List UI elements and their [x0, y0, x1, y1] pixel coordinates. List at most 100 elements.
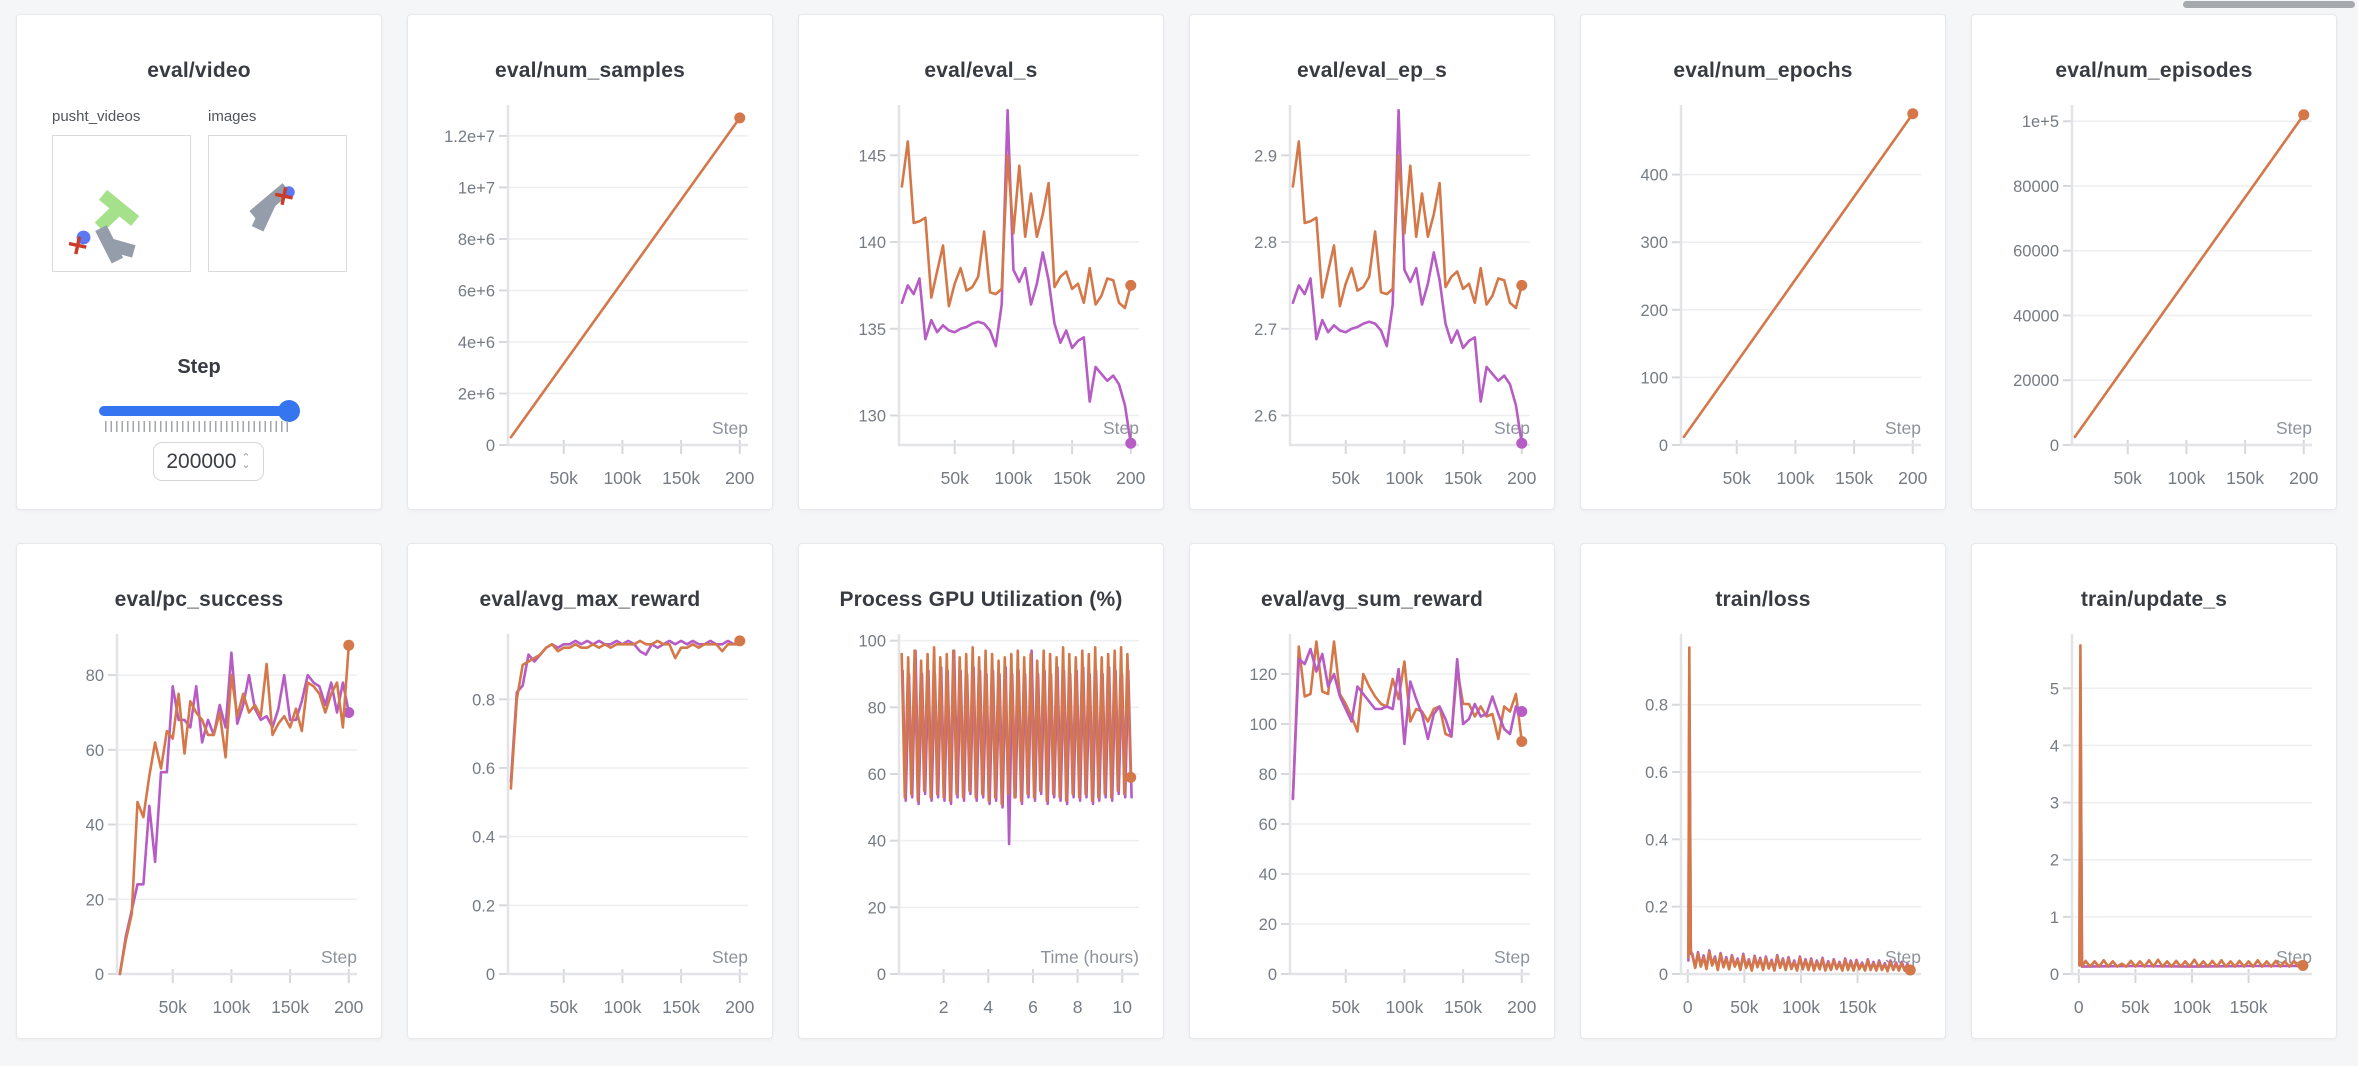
- svg-text:200: 200: [2289, 468, 2318, 488]
- svg-text:50k: 50k: [941, 468, 969, 488]
- svg-text:2.8: 2.8: [1254, 234, 1277, 252]
- svg-text:8: 8: [1073, 997, 1083, 1017]
- svg-text:100k: 100k: [1776, 468, 1814, 488]
- svg-text:5: 5: [2050, 680, 2059, 698]
- step-slider-thumb[interactable]: [278, 400, 301, 422]
- svg-text:50k: 50k: [2121, 997, 2149, 1017]
- svg-text:0: 0: [1683, 997, 1693, 1017]
- panel-train-update-s: 0 1 2 3 4 5 0 50k 100k 150k Step train/update_s: [1971, 543, 2337, 1039]
- svg-text:100k: 100k: [2167, 468, 2205, 488]
- images-thumbnail[interactable]: [208, 135, 347, 272]
- images-drawing: [249, 183, 295, 232]
- svg-text:1e+5: 1e+5: [2022, 113, 2059, 131]
- svg-text:2e+6: 2e+6: [458, 385, 495, 403]
- svg-text:60: 60: [86, 742, 104, 760]
- svg-text:50k: 50k: [550, 997, 578, 1017]
- chart-title: eval/eval_ep_s: [1297, 59, 1447, 82]
- svg-text:100k: 100k: [1385, 997, 1423, 1017]
- svg-text:2: 2: [2050, 852, 2059, 870]
- chart-title: eval/avg_max_reward: [479, 588, 701, 611]
- chart-plot: 0 20 40 60 80 100 120 50k 100k 150k 200 Step: [1249, 634, 1537, 1017]
- svg-text:Time (hours): Time (hours): [1040, 947, 1139, 967]
- svg-text:20: 20: [86, 891, 104, 909]
- chart-plot: 2.6 2.7 2.8 2.9 50k 100k 150k 200 Step: [1254, 105, 1537, 488]
- svg-text:300: 300: [1640, 234, 1668, 252]
- svg-text:200: 200: [1116, 468, 1145, 488]
- svg-text:200: 200: [1898, 468, 1927, 488]
- panel-eval-eval-s: 130 135 140 145 50k 100k 150k 200 Step eval/eval…: [798, 14, 1164, 510]
- svg-text:100k: 100k: [1782, 997, 1820, 1017]
- svg-text:2.6: 2.6: [1254, 408, 1277, 426]
- panel-eval-num-epochs: 0 100 200 300 400 50k 100k 150k 200 Step eval/num…: [1580, 14, 1946, 510]
- svg-text:140: 140: [858, 234, 886, 252]
- svg-text:50k: 50k: [1332, 468, 1360, 488]
- svg-text:120: 120: [1249, 666, 1277, 684]
- panel-eval-num-episodes: 0 20000 40000 60000 80000 1e+5 50k 100k 150k 200 S…: [1971, 14, 2337, 510]
- step-slider-label: Step: [177, 356, 221, 378]
- svg-text:2: 2: [939, 997, 949, 1017]
- pusht-video-thumbnail[interactable]: [52, 135, 191, 272]
- panel-eval-eval-ep-s: 2.6 2.7 2.8 2.9 50k 100k 150k 200 Step eval/eval…: [1189, 14, 1555, 510]
- panel-eval-avg-max-reward: 0 0.2 0.4 0.6 0.8 50k 100k 150k 200 Step eval/avg…: [407, 543, 773, 1039]
- svg-text:40000: 40000: [2013, 307, 2059, 325]
- svg-text:40: 40: [1259, 866, 1277, 884]
- svg-text:Step: Step: [1494, 947, 1530, 967]
- svg-text:80: 80: [86, 667, 104, 685]
- stepper-arrows-icon[interactable]: ⌃ ⌄: [241, 451, 251, 471]
- svg-text:100k: 100k: [603, 997, 641, 1017]
- svg-text:0: 0: [486, 437, 495, 455]
- svg-text:100k: 100k: [1385, 468, 1423, 488]
- step-slider-track[interactable]: [99, 406, 295, 416]
- svg-text:150k: 150k: [1053, 468, 1091, 488]
- chart-title: eval/pc_success: [114, 588, 284, 611]
- svg-text:0: 0: [877, 966, 886, 984]
- svg-text:Step: Step: [321, 947, 357, 967]
- svg-text:20: 20: [1259, 916, 1277, 934]
- svg-text:200: 200: [725, 997, 754, 1017]
- svg-text:80000: 80000: [2013, 178, 2059, 196]
- svg-text:80: 80: [1259, 766, 1277, 784]
- svg-text:0.2: 0.2: [472, 897, 495, 915]
- svg-text:0: 0: [486, 966, 495, 984]
- svg-text:0.8: 0.8: [472, 691, 495, 709]
- svg-text:135: 135: [858, 321, 886, 339]
- svg-text:50k: 50k: [159, 997, 187, 1017]
- svg-text:200: 200: [1507, 468, 1536, 488]
- panel-eval-pc-success: 0 20 40 60 80 50k 100k 150k 200 Step eval/pc_succ…: [16, 543, 382, 1039]
- svg-text:4: 4: [983, 997, 993, 1017]
- step-number-input[interactable]: 200000 ⌃ ⌄: [153, 442, 264, 481]
- chart-plot: 130 135 140 145 50k 100k 150k 200 Step: [858, 105, 1146, 488]
- svg-text:200: 200: [725, 468, 754, 488]
- chart-title: eval/eval_s: [924, 59, 1038, 82]
- svg-text:0.4: 0.4: [472, 829, 495, 847]
- svg-text:0.6: 0.6: [472, 760, 495, 778]
- svg-text:150k: 150k: [662, 997, 700, 1017]
- chart-title: eval/num_epochs: [1673, 59, 1853, 82]
- svg-text:20: 20: [868, 899, 886, 917]
- horizontal-scrollbar-thumb[interactable]: [2183, 1, 2355, 8]
- svg-text:Step: Step: [1885, 947, 1921, 967]
- svg-text:60000: 60000: [2013, 243, 2059, 261]
- svg-text:150k: 150k: [271, 997, 309, 1017]
- svg-text:6e+6: 6e+6: [458, 282, 495, 300]
- svg-text:100k: 100k: [212, 997, 250, 1017]
- svg-text:0.4: 0.4: [1645, 831, 1668, 849]
- panel-grid: eval/video pusht_videos images: [16, 14, 2337, 1039]
- svg-text:60: 60: [1259, 816, 1277, 834]
- svg-text:40: 40: [86, 817, 104, 835]
- target-cross: [68, 236, 87, 255]
- panel-gpu-utilization: 0 20 40 60 80 100 2 4 6 8 10 Time (hours) Process G…: [798, 543, 1164, 1039]
- svg-text:150k: 150k: [1835, 468, 1873, 488]
- svg-text:1: 1: [2050, 909, 2059, 927]
- step-input-value: 200000: [166, 449, 237, 473]
- svg-text:4e+6: 4e+6: [458, 334, 495, 352]
- svg-text:50k: 50k: [2114, 468, 2142, 488]
- chart-plot: 0 20000 40000 60000 80000 1e+5 50k 100k 150k 200 S…: [2013, 105, 2319, 488]
- svg-text:1.2e+7: 1.2e+7: [444, 128, 495, 146]
- media-key-label: images: [208, 108, 257, 125]
- svg-text:80: 80: [868, 699, 886, 717]
- svg-text:6: 6: [1028, 997, 1038, 1017]
- media-panel-title: eval/video: [147, 59, 251, 82]
- svg-text:100: 100: [1249, 716, 1277, 734]
